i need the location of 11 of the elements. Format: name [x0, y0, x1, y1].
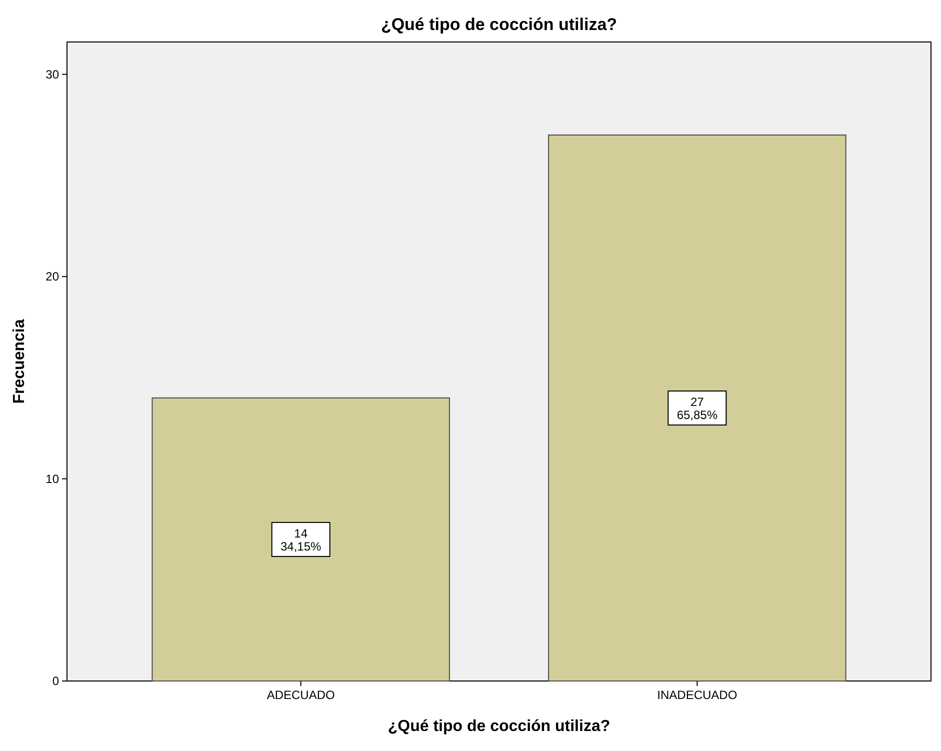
x-tick-label: ADECUADO: [266, 688, 335, 702]
y-axis-title: Frecuencia: [11, 319, 28, 404]
y-tick-label: 0: [52, 674, 60, 688]
y-tick-label: 10: [46, 472, 60, 486]
data-label: 27 65,85%: [676, 395, 718, 422]
x-axis-title: ¿Qué tipo de cocción utiliza?: [388, 718, 610, 735]
x-tick-label: INADECUADO: [657, 688, 738, 702]
chart-title: ¿Qué tipo de cocción utiliza?: [380, 15, 618, 34]
data-label: 14 34,15%: [280, 526, 322, 554]
y-tick-label: 30: [46, 67, 60, 82]
y-tick-label: 20: [46, 270, 60, 284]
